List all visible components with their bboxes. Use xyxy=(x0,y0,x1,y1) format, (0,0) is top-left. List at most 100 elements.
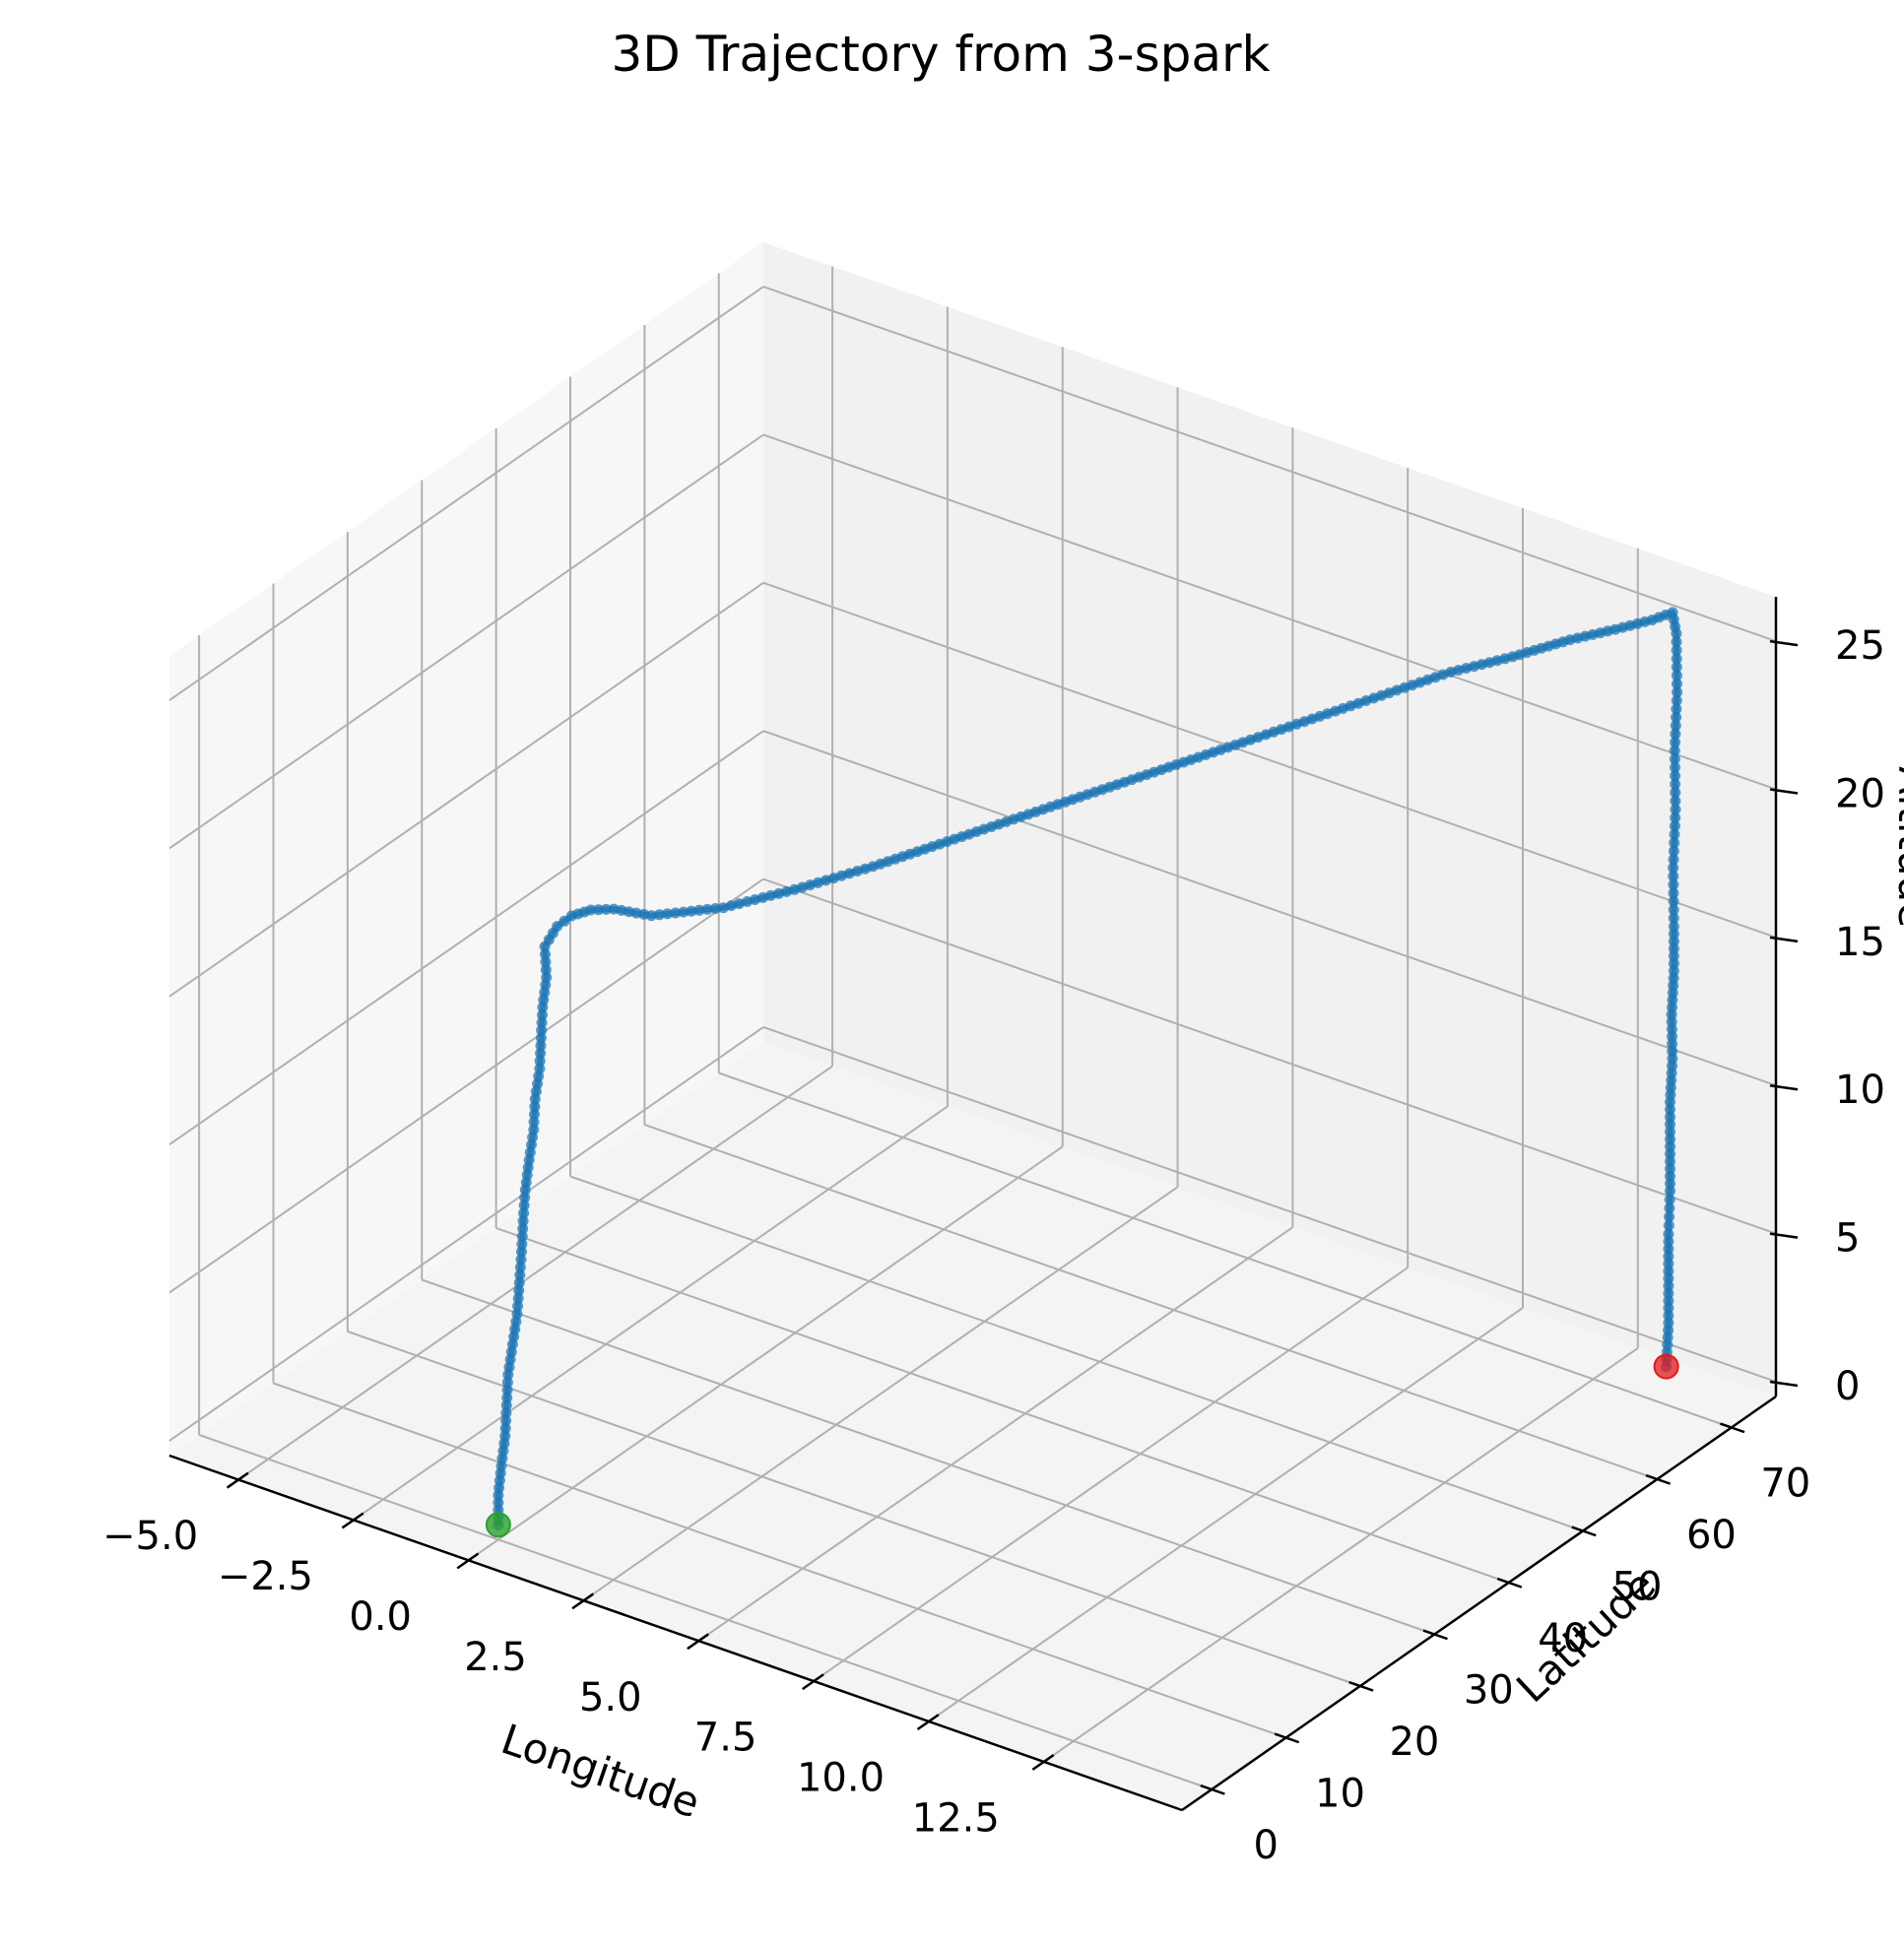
grid-y-floor xyxy=(718,1071,1733,1429)
trajectory-point xyxy=(513,1285,525,1296)
z-tick-label: 20 xyxy=(1835,772,1885,817)
grid-x-floor xyxy=(468,1145,1064,1562)
grid-z-left xyxy=(168,730,764,1146)
trajectory-point xyxy=(670,907,682,919)
x-tick xyxy=(456,1552,480,1570)
trajectory-point xyxy=(512,1292,524,1304)
grid-x-floor xyxy=(928,1307,1524,1722)
x-tick-label: 5.0 xyxy=(579,1675,642,1720)
grid-z-back xyxy=(762,433,1777,791)
trajectory-point xyxy=(501,1392,513,1403)
chart-title: 3D Trajectory from 3-spark xyxy=(611,26,1270,83)
trajectory-point xyxy=(500,1415,512,1427)
z-tick xyxy=(1769,1083,1799,1091)
trajectory-point xyxy=(709,903,721,914)
trajectory-point xyxy=(528,1124,540,1136)
y-tick xyxy=(1274,1732,1300,1744)
trajectory-point xyxy=(534,1055,546,1067)
data-layer xyxy=(485,607,1683,1538)
z-tick xyxy=(1769,936,1799,943)
trajectory-point xyxy=(1670,737,1681,748)
x-tick xyxy=(226,1471,249,1489)
trajectory-point xyxy=(518,1207,530,1219)
trajectory-point xyxy=(1671,670,1682,681)
trajectory-point xyxy=(529,1109,540,1120)
grid-z-back xyxy=(762,581,1777,939)
trajectory-point xyxy=(1668,912,1679,924)
trajectory-point xyxy=(1671,694,1682,706)
grid-z-back xyxy=(762,1026,1777,1383)
trajectory-point xyxy=(1670,787,1681,799)
trajectory-point xyxy=(662,908,673,920)
grid-z-left xyxy=(168,877,764,1294)
trajectory-point xyxy=(1668,854,1679,866)
trajectory-point xyxy=(1668,871,1679,882)
x-tick-label: −2.5 xyxy=(218,1554,313,1599)
trajectory-point xyxy=(540,964,552,976)
end-marker xyxy=(1653,1353,1679,1380)
z-tick xyxy=(1769,788,1799,795)
trajectory-point xyxy=(686,905,697,917)
trajectory-point xyxy=(516,1246,527,1258)
grid-x-floor xyxy=(353,1105,949,1522)
trajectory-point xyxy=(701,903,713,915)
trajectory-point xyxy=(1668,862,1679,874)
x-tick xyxy=(1031,1754,1055,1771)
z-tick-label: 25 xyxy=(1835,623,1885,669)
trajectory-point xyxy=(528,1116,540,1128)
trajectory-point xyxy=(518,1200,530,1211)
trajectory-point xyxy=(1664,1202,1675,1214)
y-tick-label: 0 xyxy=(1253,1823,1278,1868)
trajectory-point xyxy=(535,1032,547,1044)
grid-y-floor xyxy=(421,1278,1435,1636)
trajectory-point xyxy=(1671,711,1682,723)
z-tick-label: 15 xyxy=(1835,920,1885,965)
y-tick-label: 10 xyxy=(1315,1772,1365,1817)
trajectory-point xyxy=(1668,904,1679,916)
trajectory-point xyxy=(499,1430,511,1442)
trajectory-point xyxy=(585,904,597,916)
trajectory-point xyxy=(1670,770,1681,782)
trajectory-point xyxy=(537,1009,548,1021)
trajectory-point xyxy=(1672,678,1682,689)
trajectory-point xyxy=(1670,804,1681,815)
trajectory-point xyxy=(534,1063,546,1074)
grid-y-floor xyxy=(347,1330,1361,1687)
trajectory-point xyxy=(540,956,552,968)
trajectory-point xyxy=(517,1223,529,1235)
trajectory-point xyxy=(1665,1185,1675,1197)
trajectory-point xyxy=(653,909,665,921)
trajectory-point xyxy=(515,1254,527,1266)
z-tick xyxy=(1769,639,1799,647)
grid-z-back xyxy=(762,286,1777,643)
y-tick xyxy=(1348,1680,1374,1692)
grid-y-floor xyxy=(495,1227,1509,1584)
y-tick-label: 40 xyxy=(1538,1616,1588,1661)
y-tick xyxy=(1645,1473,1672,1485)
trajectory-point xyxy=(600,903,612,915)
trajectory-point xyxy=(1671,653,1682,665)
start-marker xyxy=(485,1512,511,1538)
grid-x-floor xyxy=(813,1266,1409,1682)
trajectory-point xyxy=(1668,887,1679,899)
axis-panes xyxy=(169,242,1776,1810)
y-tick-label: 70 xyxy=(1760,1461,1810,1507)
x-tick-label: 0.0 xyxy=(349,1594,412,1640)
trajectory-point xyxy=(499,1422,511,1434)
y-tick xyxy=(1720,1422,1745,1434)
y-tick-label: 60 xyxy=(1686,1513,1737,1558)
trajectory-point xyxy=(1670,728,1681,740)
trajectory-point xyxy=(1670,720,1681,732)
tick-marks xyxy=(226,639,1799,1795)
grid-z-back xyxy=(762,730,1777,1087)
y-tick xyxy=(1422,1629,1448,1641)
trajectory-point xyxy=(1665,1148,1675,1160)
y-tick-label: 50 xyxy=(1612,1565,1663,1610)
trajectory-point xyxy=(1671,661,1682,673)
pane-floor xyxy=(169,1042,1776,1810)
z-tick xyxy=(1769,1380,1799,1388)
trajectory-point xyxy=(514,1269,526,1281)
x-axis-label: Longitude xyxy=(495,1715,705,1827)
trajectory-point xyxy=(1668,878,1679,890)
